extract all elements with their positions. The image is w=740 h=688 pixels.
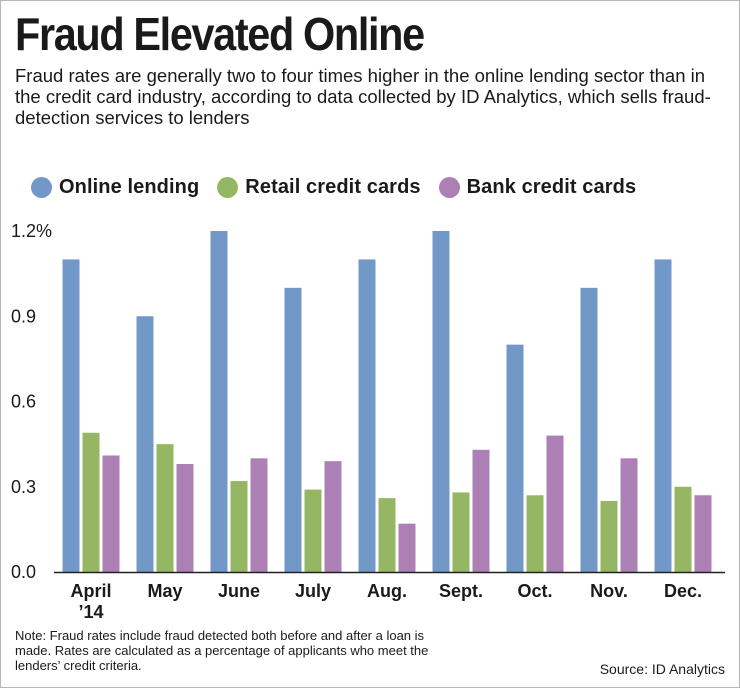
x-tick-label: Aug. [367, 581, 407, 601]
bar [620, 458, 638, 572]
x-tick-label: July [295, 581, 331, 601]
y-tick-label: 0.3 [11, 477, 36, 497]
x-tick-label: Dec. [664, 581, 702, 601]
legend-label: Bank credit cards [466, 175, 637, 198]
bar [250, 458, 268, 572]
bar [284, 287, 302, 572]
x-tick-label: Oct. [517, 581, 552, 601]
footnote: Note: Fraud rates include fraud detected… [15, 628, 429, 673]
bar [654, 259, 672, 572]
bar [210, 231, 228, 572]
legend-item: Bank credit cards [438, 175, 637, 199]
bar [304, 489, 322, 572]
legend-label: Online lending [59, 175, 200, 198]
bar [358, 259, 376, 572]
bar [156, 444, 174, 572]
bar [62, 259, 80, 572]
legend-label: Retail credit cards [245, 175, 421, 198]
bar [230, 481, 248, 572]
bar [694, 495, 712, 572]
bar [472, 449, 490, 572]
x-tick-label: May [147, 581, 182, 601]
bar [674, 486, 692, 572]
bar [546, 435, 564, 572]
bar [600, 500, 618, 572]
chart-subtitle: Fraud rates are generally two to four ti… [15, 65, 711, 128]
chart-legend: Online lending Retail credit cards Bank cr… [31, 175, 654, 199]
legend-swatch [438, 176, 460, 198]
source-credit: Source: ID Analytics [599, 661, 725, 677]
bar [452, 492, 470, 572]
bar [506, 344, 524, 572]
bar [102, 455, 120, 572]
x-tick-label: April ’14 [70, 581, 111, 621]
bar [136, 316, 154, 572]
x-tick-label: June [218, 581, 260, 601]
bar [580, 287, 598, 572]
bar [378, 498, 396, 572]
bar-chart: 0.0 0.3 0.6 0.9 1.2% April ’14 May June July Aug. S… [11, 221, 725, 621]
bar [176, 464, 194, 572]
x-tick-label: Nov. [590, 581, 628, 601]
legend-item: Online lending [31, 176, 199, 199]
bar [398, 523, 416, 572]
legend-item: Retail credit cards [217, 175, 421, 199]
bar [324, 461, 342, 572]
x-tick-label: Sept. [439, 581, 483, 601]
bar [432, 231, 450, 572]
bar [82, 432, 100, 572]
legend-swatch [217, 176, 239, 198]
legend-swatch [31, 176, 52, 198]
y-tick-label: 0.6 [11, 392, 36, 412]
chart-title: Fraud Elevated Online [15, 8, 425, 60]
bar [526, 495, 544, 572]
y-tick-label: 1.2% [11, 221, 52, 241]
y-tick-label: 0.0 [11, 562, 36, 582]
y-tick-label: 0.9 [11, 306, 36, 326]
